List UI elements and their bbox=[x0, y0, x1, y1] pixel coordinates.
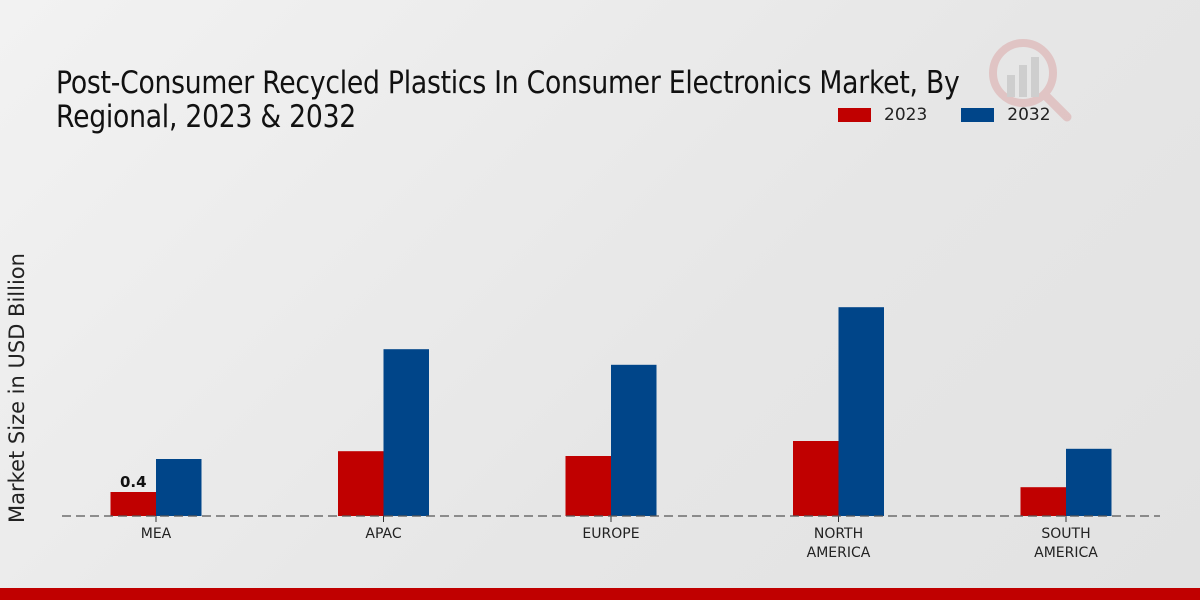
bar-2023-europe bbox=[565, 456, 611, 516]
x-tick-label-mea: MEA bbox=[141, 526, 172, 542]
x-tick-label-north-america-line-1: NORTH bbox=[814, 526, 863, 542]
legend-item-2023: 2023 bbox=[838, 105, 927, 125]
bar-2032-south-america bbox=[1066, 448, 1112, 516]
bar-2023-north-america bbox=[793, 441, 839, 516]
legend-swatch-2023 bbox=[838, 108, 871, 122]
x-tick-label-south-america-line-1: SOUTH bbox=[1041, 526, 1090, 542]
watermark-logo-icon bbox=[989, 39, 1072, 122]
footer-band bbox=[0, 588, 1200, 600]
data-label-2023-mea: 0.4 bbox=[120, 473, 147, 491]
bar-2032-europe bbox=[611, 364, 657, 516]
x-tick-label-europe: EUROPE bbox=[582, 526, 639, 542]
legend-swatch-2032 bbox=[961, 108, 995, 122]
x-tick-label-south-america-line-2: AMERICA bbox=[1034, 545, 1098, 561]
bar-2032-apac bbox=[383, 349, 429, 516]
x-tick-label-apac: APAC bbox=[365, 526, 401, 542]
legend-label-2032: 2032 bbox=[1007, 105, 1051, 125]
chart-title-line-1: Post-Consumer Recycled Plastics In Consu… bbox=[56, 65, 960, 101]
chart-title: Post-Consumer Recycled Plastics In Consu… bbox=[56, 66, 968, 134]
legend-item-2032: 2032 bbox=[961, 105, 1051, 125]
bar-2023-mea bbox=[110, 492, 156, 516]
bar-2023-south-america bbox=[1020, 487, 1066, 516]
bar-2023-apac bbox=[338, 451, 384, 516]
bar-2032-mea bbox=[156, 459, 202, 516]
x-tick-label-north-america-line-2: AMERICA bbox=[807, 545, 871, 561]
legend-label-2023: 2023 bbox=[884, 105, 928, 125]
bar-2032-north-america bbox=[838, 307, 884, 516]
chart-legend: 2023 2032 bbox=[838, 105, 1085, 125]
chart-title-line-2: Regional, 2023 & 2032 bbox=[56, 99, 356, 135]
